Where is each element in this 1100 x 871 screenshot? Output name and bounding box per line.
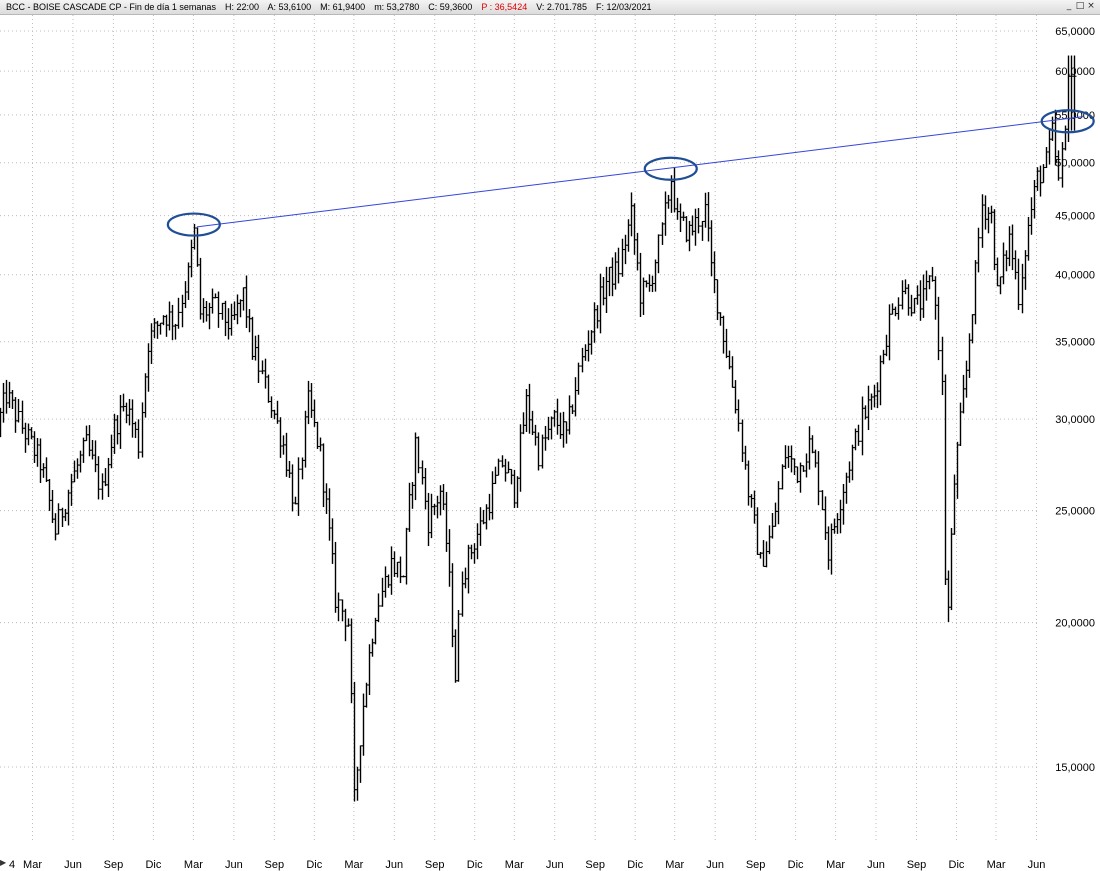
- x-tick-label: Mar: [826, 859, 845, 871]
- highlight-ellipse[interactable]: [1040, 109, 1095, 134]
- x-tick-label: Sep: [425, 859, 445, 871]
- x-tick-label: Jun: [867, 859, 885, 871]
- x-tick-label: Mar: [184, 859, 203, 871]
- x-axis-first-label: 4: [9, 859, 16, 871]
- x-tick-label: Sep: [104, 859, 124, 871]
- y-tick-label: 30,0000: [1055, 414, 1095, 426]
- close-value: C: 59,3600: [428, 2, 473, 12]
- x-tick-label: Dic: [627, 859, 643, 871]
- y-tick-label: 65,0000: [1055, 26, 1095, 38]
- x-tick-label: Mar: [344, 859, 363, 871]
- x-tick-label: Mar: [987, 859, 1006, 871]
- open-value: A: 53,6100: [267, 2, 312, 12]
- y-tick-label: 35,0000: [1055, 337, 1095, 349]
- minimize-button[interactable]: _: [1066, 1, 1072, 11]
- x-tick-label: Jun: [225, 859, 243, 871]
- period: Fin de día 1 semanas: [129, 2, 216, 12]
- highlight-ellipse[interactable]: [166, 212, 221, 237]
- x-tick-label: Jun: [546, 859, 564, 871]
- x-tick-label: Sep: [585, 859, 605, 871]
- date-value: F: 12/03/2021: [595, 2, 652, 12]
- window-controls: _ □ ×: [1064, 1, 1096, 13]
- x-tick-label: Mar: [23, 859, 42, 871]
- low-value: m: 53,2780: [374, 2, 420, 12]
- x-axis: Mar Jun Sep Dic Mar Jun Sep Dic Mar Jun Sep Dic Mar J…: [23, 859, 1045, 871]
- price-chart[interactable]: 65,000060,000055,000050,000045,000040,00…: [0, 15, 1100, 871]
- x-tick-label: Sep: [264, 859, 284, 871]
- y-tick-label: 15,0000: [1055, 762, 1095, 774]
- high-value: M: 61,9400: [320, 2, 366, 12]
- hour-value: H: 22:00: [224, 2, 260, 12]
- x-tick-label: Mar: [665, 859, 684, 871]
- y-tick-label: 40,0000: [1055, 270, 1095, 282]
- ohlc-bars: [0, 55, 1077, 802]
- symbol: BCC: [6, 2, 26, 12]
- x-tick-label: Mar: [505, 859, 524, 871]
- x-tick-label: Jun: [706, 859, 724, 871]
- y-tick-label: 50,0000: [1055, 158, 1095, 170]
- restore-button[interactable]: □: [1075, 1, 1085, 11]
- scroll-left-arrow-icon[interactable]: ▶: [0, 858, 7, 867]
- resistance-trendline[interactable]: [196, 116, 1084, 228]
- x-tick-label: Jun: [64, 859, 82, 871]
- grid: [0, 15, 1040, 842]
- x-tick-label: Dic: [467, 859, 483, 871]
- close-button[interactable]: ×: [1087, 1, 1095, 11]
- y-tick-label: 25,0000: [1055, 506, 1095, 518]
- highlight-ellipse[interactable]: [643, 156, 698, 181]
- volume-value: V: 2.701.785: [536, 2, 587, 12]
- x-tick-label: Sep: [746, 859, 766, 871]
- x-tick-label: Jun: [1028, 859, 1046, 871]
- x-tick-label: Dic: [788, 859, 804, 871]
- x-tick-label: Jun: [385, 859, 403, 871]
- y-tick-label: 45,0000: [1055, 211, 1095, 223]
- x-tick-label: Dic: [306, 859, 322, 871]
- x-tick-label: Dic: [949, 859, 965, 871]
- instrument-name: BOISE CASCADE CP: [33, 2, 122, 12]
- y-tick-label: 20,0000: [1055, 618, 1095, 630]
- p-value: P : 36,5424: [481, 2, 528, 12]
- highlight-ellipses: [166, 109, 1095, 237]
- x-tick-label: Dic: [145, 859, 161, 871]
- chart-title-bar: BCC - BOISE CASCADE CP - Fin de día 1 se…: [0, 0, 1100, 15]
- x-tick-label: Sep: [907, 859, 927, 871]
